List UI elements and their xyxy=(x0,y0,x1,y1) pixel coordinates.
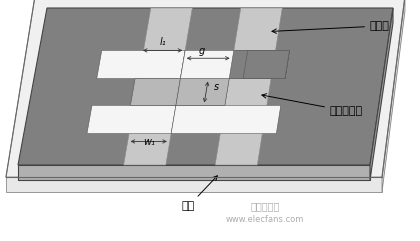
Text: www.elecfans.com: www.elecfans.com xyxy=(226,214,304,223)
Polygon shape xyxy=(87,105,176,134)
Text: 微带线: 微带线 xyxy=(272,21,390,33)
Text: s: s xyxy=(213,82,219,92)
Polygon shape xyxy=(97,50,185,79)
Polygon shape xyxy=(382,0,405,192)
Polygon shape xyxy=(6,0,405,177)
Polygon shape xyxy=(18,8,393,165)
Text: 电子发烧友: 电子发烧友 xyxy=(250,201,280,211)
Polygon shape xyxy=(215,8,282,165)
Polygon shape xyxy=(243,50,289,79)
Polygon shape xyxy=(6,177,382,192)
Polygon shape xyxy=(171,105,281,134)
Text: 地板: 地板 xyxy=(182,176,217,211)
Text: 缺陷地结构: 缺陷地结构 xyxy=(262,94,363,116)
Polygon shape xyxy=(131,79,181,105)
Polygon shape xyxy=(181,50,289,79)
Polygon shape xyxy=(370,8,393,180)
Text: w₁: w₁ xyxy=(143,137,155,147)
Polygon shape xyxy=(123,8,192,165)
Polygon shape xyxy=(18,165,370,180)
Text: g: g xyxy=(199,46,205,56)
Text: l₁: l₁ xyxy=(159,37,166,47)
Polygon shape xyxy=(181,50,289,79)
Polygon shape xyxy=(176,79,229,105)
Polygon shape xyxy=(229,50,289,79)
